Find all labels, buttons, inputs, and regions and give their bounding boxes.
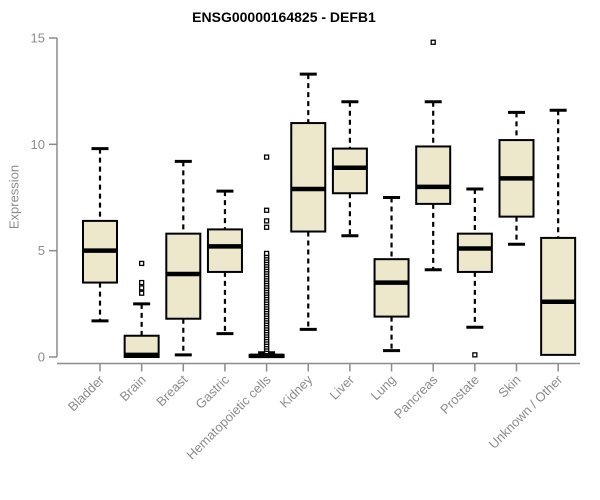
box-prostate <box>456 187 493 358</box>
box-bladder <box>82 147 118 323</box>
box-skin <box>498 110 535 246</box>
x-category-label-bladder: Bladder <box>65 372 108 415</box>
outlier-point <box>263 207 270 213</box>
iqr-box <box>415 145 452 205</box>
x-category-label-pancreas: Pancreas <box>391 372 441 422</box>
iqr-box <box>331 147 368 195</box>
outlier-point <box>430 39 436 45</box>
outlier-point <box>263 218 270 224</box>
outlier-column-point <box>263 250 270 257</box>
outlier-point <box>138 279 145 286</box>
box-breast <box>165 159 202 357</box>
outlier-point <box>138 290 145 296</box>
iqr-box <box>206 228 243 273</box>
x-category-label-prostate: Prostate <box>437 372 482 417</box>
iqr-box <box>290 122 327 233</box>
box-gastric <box>206 189 243 336</box>
outlier-point <box>263 154 270 160</box>
box-unknown-other <box>540 108 577 356</box>
iqr-box <box>540 236 577 356</box>
x-category-label-breast: Breast <box>153 372 190 409</box>
x-category-label-unknown-other: Unknown / Other <box>486 372 566 452</box>
x-category-label-liver: Liver <box>326 372 357 403</box>
box-pancreas <box>415 39 452 272</box>
x-category-label-gastric: Gastric <box>192 372 232 412</box>
x-category-label-brain: Brain <box>117 372 149 404</box>
outlier-point <box>263 224 270 230</box>
chart-title: ENSG00000164825 - DEFB1 <box>192 9 376 25</box>
box-brain <box>123 260 160 359</box>
y-tick-label: 15 <box>31 31 45 46</box>
outlier-point <box>138 285 145 291</box>
outlier-point <box>472 352 478 358</box>
box-liver <box>331 100 368 238</box>
y-tick-label: 0 <box>38 350 45 365</box>
y-tick-label: 10 <box>31 137 45 152</box>
iqr-box <box>456 232 493 273</box>
x-category-label-lung: Lung <box>368 372 399 403</box>
box-kidney <box>290 72 327 331</box>
x-category-label-kidney: Kidney <box>277 372 316 411</box>
outlier-point <box>138 260 145 267</box>
x-category-label-skin: Skin <box>495 372 523 400</box>
y-tick-label: 5 <box>38 243 45 258</box>
box-hematopoietic-cells <box>248 154 285 359</box>
box-lung <box>373 196 410 353</box>
iqr-box <box>373 258 410 318</box>
